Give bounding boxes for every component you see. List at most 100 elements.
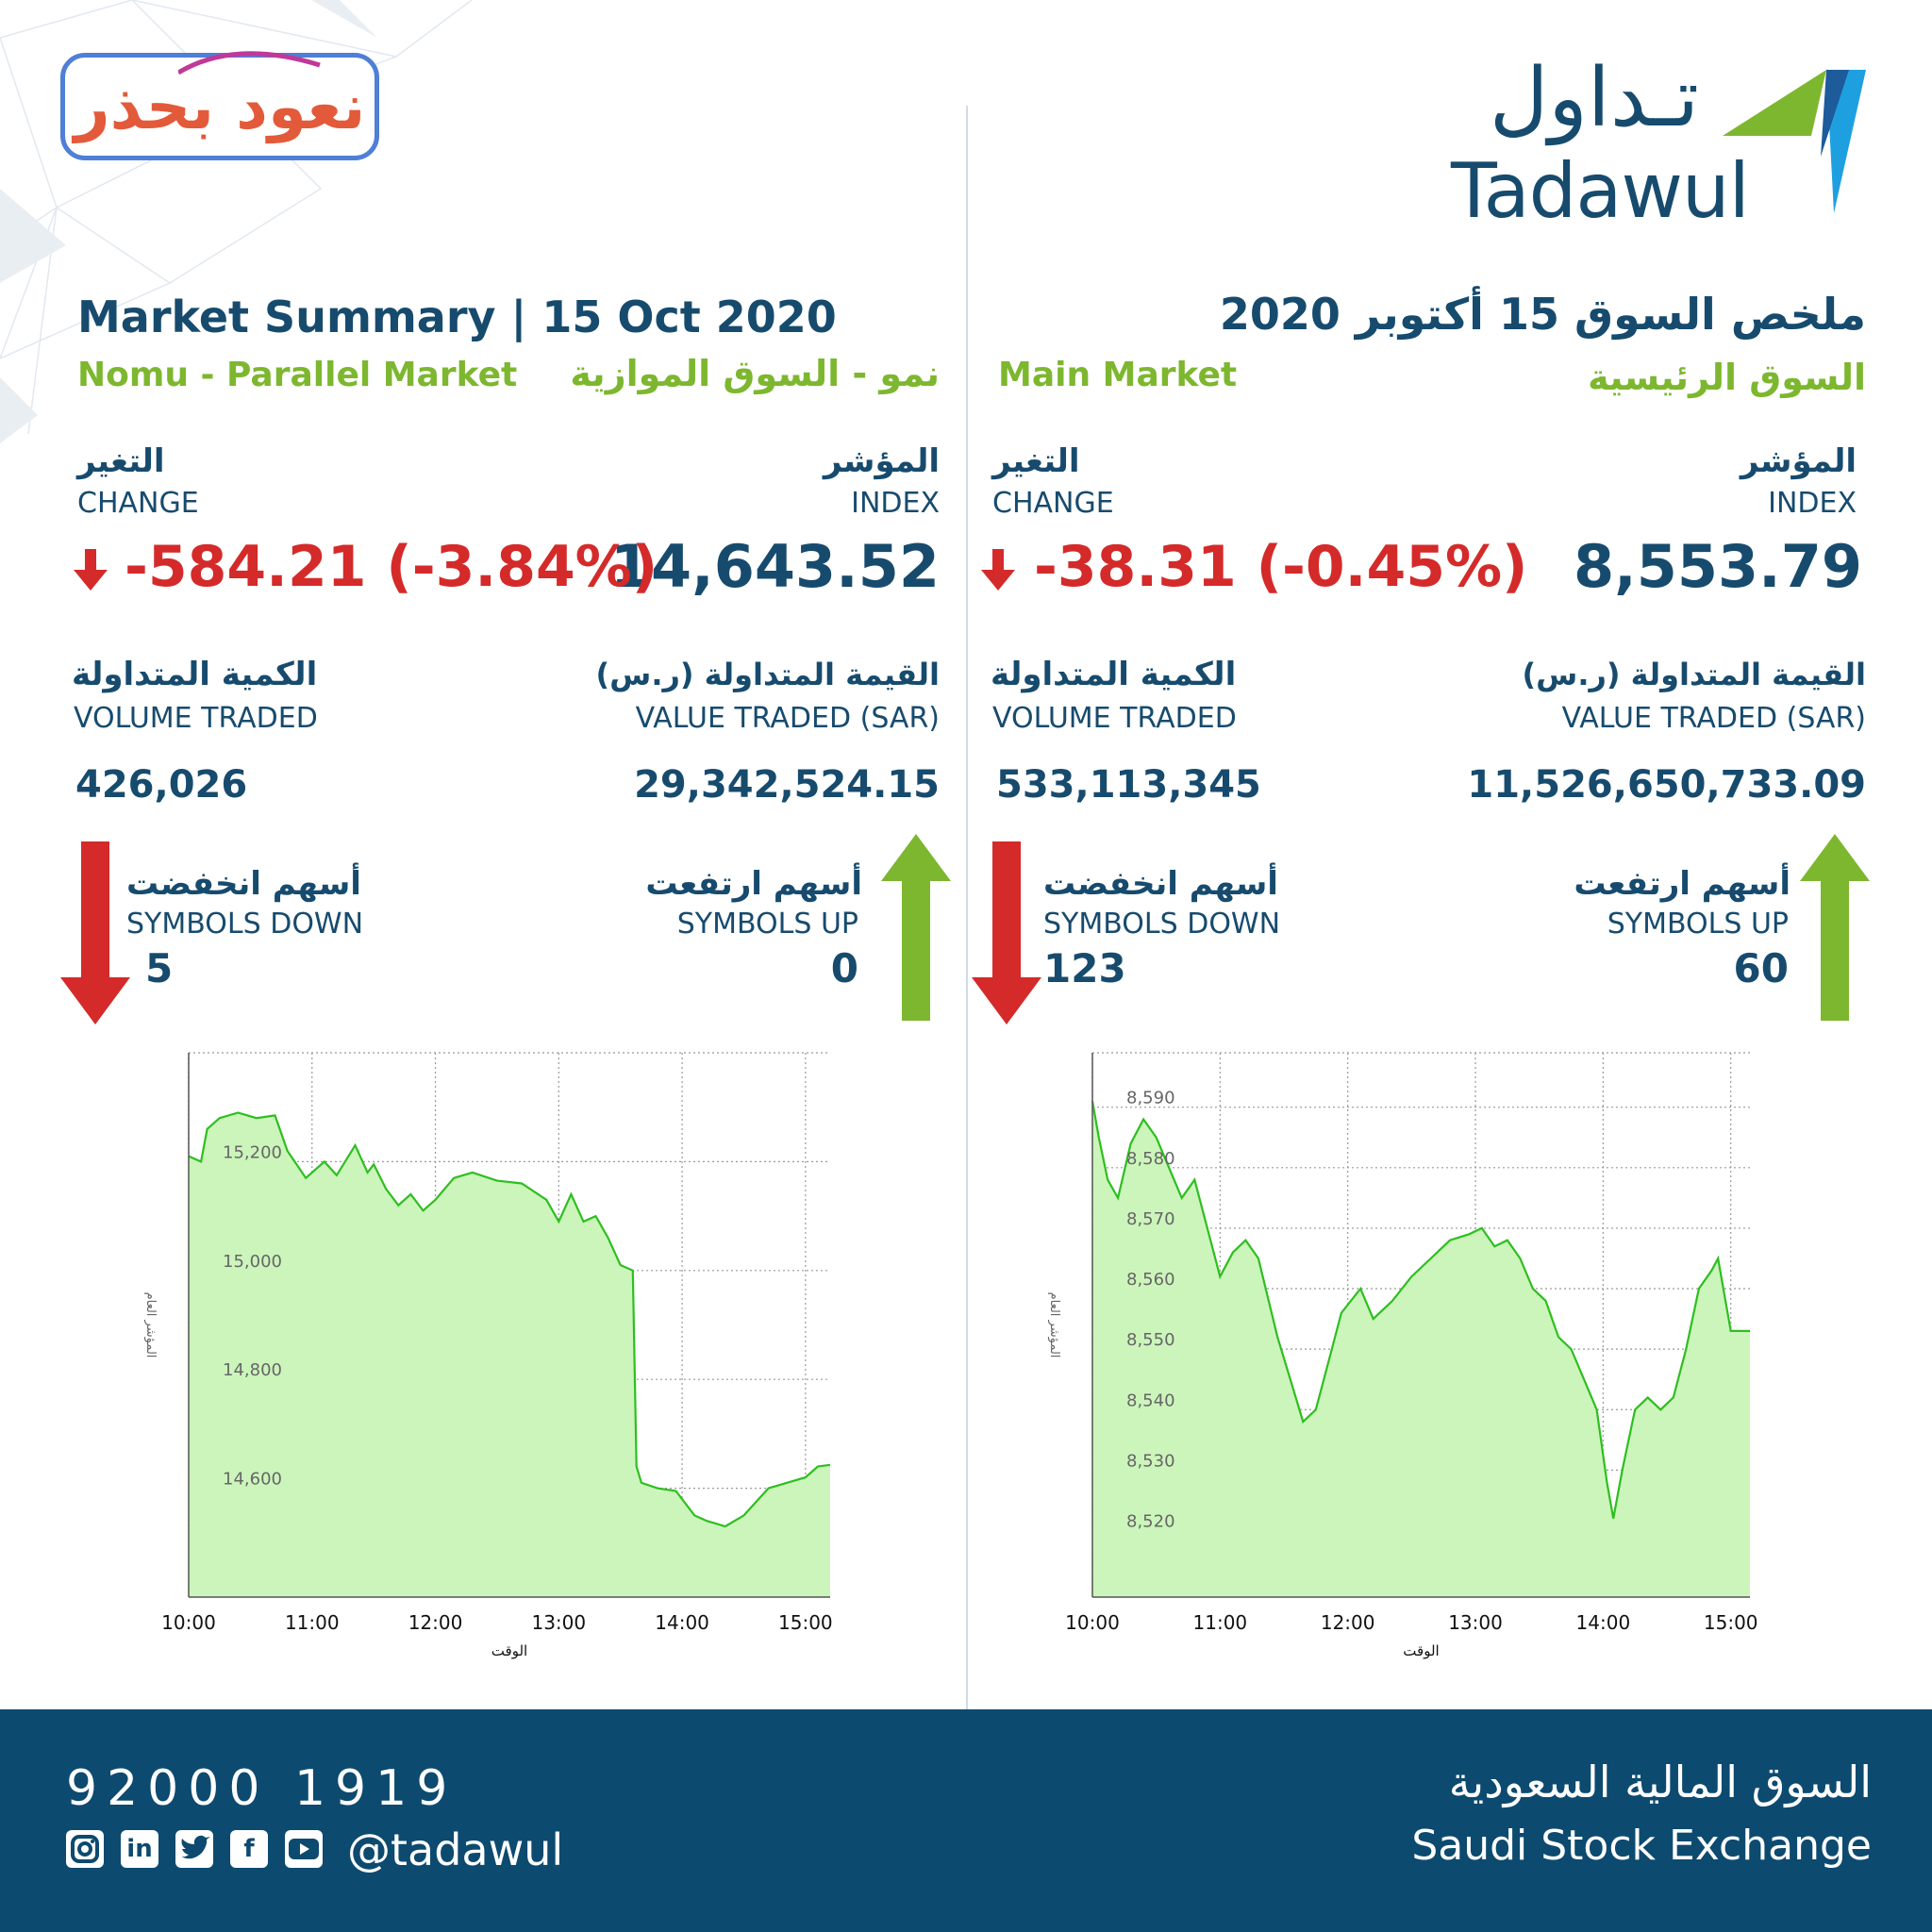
main-chart-area-fill (1092, 1101, 1750, 1597)
campaign-logo: نعود بحذر (60, 51, 379, 160)
nomu-market-label-ar: نمو - السوق الموازية (570, 353, 940, 394)
nomu-value-traded-label-ar: القيمة المتداولة (ر.س) (595, 657, 940, 692)
main-symbols-down-label-ar: أسهم انخفضت (1043, 865, 1278, 903)
nomu-symbols-up-label-ar: أسهم ارتفعت (645, 865, 862, 903)
main-change-down-arrow-icon (981, 549, 1015, 591)
nomu-chart-y-tick-label-0: 15,200 (223, 1142, 282, 1162)
footer-exchange-name-en: Saudi Stock Exchange (1411, 1822, 1872, 1870)
footer-phone[interactable]: 92000 1919 (66, 1760, 458, 1817)
nomu-volume-label-ar: الكمية المتداولة (72, 656, 318, 693)
nomu-index-label-en: INDEX (851, 487, 940, 520)
main-market-label-en: Main Market (998, 356, 1238, 394)
nomu-symbols-down-label-ar: أسهم انخفضت (126, 865, 361, 903)
instagram-icon[interactable] (66, 1830, 104, 1868)
nomu-chart-x-tick-label-5: 15:00 (778, 1611, 833, 1634)
tadawul-logo-english: Tadawul (1451, 147, 1750, 235)
nomu-chart-area-fill (189, 1112, 830, 1597)
nomu-change-value: -584.21 (-3.84%) (125, 534, 658, 600)
nomu-change-label-ar: التغير (77, 442, 165, 480)
main-index-chart: 8,590 8,580 8,570 8,560 8,550 8,540 8,530 8,520… (1047, 1052, 1758, 1659)
main-chart-y-tick-label-2: 8,570 (1126, 1209, 1175, 1229)
main-chart-y-tick-label-1: 8,580 (1126, 1149, 1175, 1169)
nomu-value-traded-label-en: VALUE TRADED (SAR) (635, 702, 940, 735)
main-symbols-down-label-en: SYMBOLS DOWN (1043, 908, 1281, 941)
main-change-value: -38.31 (-0.45%) (1034, 534, 1528, 600)
main-chart-y-tick-label-3: 8,560 (1126, 1270, 1175, 1290)
main-chart-x-tick-label-5: 15:00 (1704, 1611, 1758, 1634)
tadawul-logo: تـداول Tadawul (1434, 51, 1877, 236)
main-chart-x-axis-title: الوقت (1403, 1642, 1439, 1659)
main-value-traded: 11,526,650,733.09 (1467, 763, 1866, 807)
footer-bar: 92000 1919 in f @tadawul السوق المالية ا… (0, 1709, 1932, 1932)
main-chart-x-tick-label-4: 14:00 (1576, 1611, 1631, 1634)
nomu-market-label-en: Nomu - Parallel Market (77, 356, 518, 394)
nomu-chart-x-tick-label-0: 10:00 (161, 1611, 216, 1634)
nomu-chart-y-tick-label-1: 15,000 (223, 1252, 282, 1272)
main-chart-x-tick-label-0: 10:00 (1065, 1611, 1120, 1634)
nomu-chart-x-tick-label-4: 14:00 (655, 1611, 709, 1634)
nomu-volume-traded: 426,026 (75, 763, 248, 807)
campaign-logo-text: نعود بحذر (74, 71, 366, 143)
main-change-label-ar: التغير (992, 442, 1080, 480)
footer-social-handle[interactable]: @tadawul (347, 1824, 564, 1875)
main-chart-x-tick-label-1: 11:00 (1193, 1611, 1248, 1634)
main-index-value: 8,553.79 (1574, 532, 1862, 601)
nomu-change-label-en: CHANGE (77, 487, 199, 520)
main-index-label-ar: المؤشر (1740, 442, 1857, 480)
nomu-volume-label-en: VOLUME TRADED (74, 702, 318, 735)
main-symbols-up-arrow-icon (1800, 834, 1870, 1021)
twitter-icon[interactable] (175, 1830, 213, 1868)
main-symbols-down-count: 123 (1043, 945, 1126, 991)
main-index-label-en: INDEX (1768, 487, 1857, 520)
page-title-ar: ملخص السوق 15 أكتوبر 2020 (1219, 289, 1866, 340)
nomu-chart-series-line (188, 1111, 831, 1528)
nomu-index-label-ar: المؤشر (823, 442, 940, 480)
nomu-symbols-down-label-en: SYMBOLS DOWN (126, 908, 364, 941)
main-volume-traded: 533,113,345 (996, 763, 1261, 807)
nomu-symbols-up-count: 0 (830, 945, 858, 991)
main-symbols-up-count: 60 (1733, 945, 1789, 991)
main-chart-series-line (1091, 1101, 1750, 1519)
nomu-chart-x-tick-label-2: 12:00 (408, 1611, 463, 1634)
nomu-symbols-up-arrow-icon (881, 834, 951, 1021)
tadawul-logo-mark (1723, 70, 1866, 213)
main-chart-x-tick-label-3: 13:00 (1448, 1611, 1503, 1634)
main-symbols-down-arrow-icon (972, 841, 1041, 1024)
main-value-traded-label-en: VALUE TRADED (SAR) (1561, 702, 1866, 735)
nomu-chart-x-axis-title: الوقت (491, 1642, 527, 1659)
page-title-en: Market Summary | 15 Oct 2020 (77, 291, 837, 342)
linkedin-icon[interactable]: in (121, 1830, 158, 1868)
main-chart-y-tick-label-4: 8,550 (1126, 1330, 1175, 1350)
main-volume-label-ar: الكمية المتداولة (991, 656, 1237, 693)
nomu-index-value: 14,643.52 (609, 532, 940, 601)
main-chart-y-axis-title: المؤشر العام (1047, 1292, 1061, 1358)
main-chart-y-tick-label-0: 8,590 (1126, 1089, 1175, 1108)
tadawul-logo-arabic: تـداول (1489, 51, 1700, 145)
youtube-icon[interactable] (285, 1830, 323, 1868)
nomu-value-traded: 29,342,524.15 (634, 763, 940, 807)
nomu-index-chart: 15,200 15,000 14,800 14,600 10:00 11:00 12:00 1… (143, 1052, 833, 1659)
footer-exchange-name-ar: السوق المالية السعودية (1448, 1757, 1872, 1807)
nomu-chart-y-axis-title: المؤشر العام (143, 1292, 158, 1358)
main-value-traded-label-ar: القيمة المتداولة (ر.س) (1522, 657, 1866, 692)
campaign-logo-swoosh (178, 51, 321, 75)
main-symbols-up-label-ar: أسهم ارتفعت (1574, 865, 1790, 903)
main-change-label-en: CHANGE (992, 487, 1114, 520)
nomu-symbols-down-arrow-icon (60, 841, 130, 1024)
nomu-symbols-down-count: 5 (145, 945, 174, 991)
nomu-chart-y-tick-label-3: 14,600 (223, 1470, 282, 1490)
main-chart-y-tick-label-6: 8,530 (1126, 1451, 1175, 1471)
facebook-icon[interactable]: f (230, 1830, 268, 1868)
main-volume-label-en: VOLUME TRADED (992, 702, 1237, 735)
nomu-chart-x-tick-label-3: 13:00 (531, 1611, 586, 1634)
main-market-label-ar: السوق الرئيسية (1588, 357, 1866, 398)
section-divider (966, 106, 968, 1709)
main-symbols-up-label-en: SYMBOLS UP (1607, 908, 1789, 941)
main-chart-x-tick-label-2: 12:00 (1321, 1611, 1375, 1634)
nomu-symbols-up-label-en: SYMBOLS UP (676, 908, 858, 941)
nomu-change-down-arrow-icon (74, 549, 108, 591)
main-chart-y-tick-label-7: 8,520 (1126, 1511, 1175, 1531)
nomu-chart-y-tick-label-2: 14,800 (223, 1360, 282, 1380)
nomu-chart-x-tick-label-1: 11:00 (285, 1611, 340, 1634)
main-chart-y-tick-label-5: 8,540 (1126, 1391, 1175, 1410)
